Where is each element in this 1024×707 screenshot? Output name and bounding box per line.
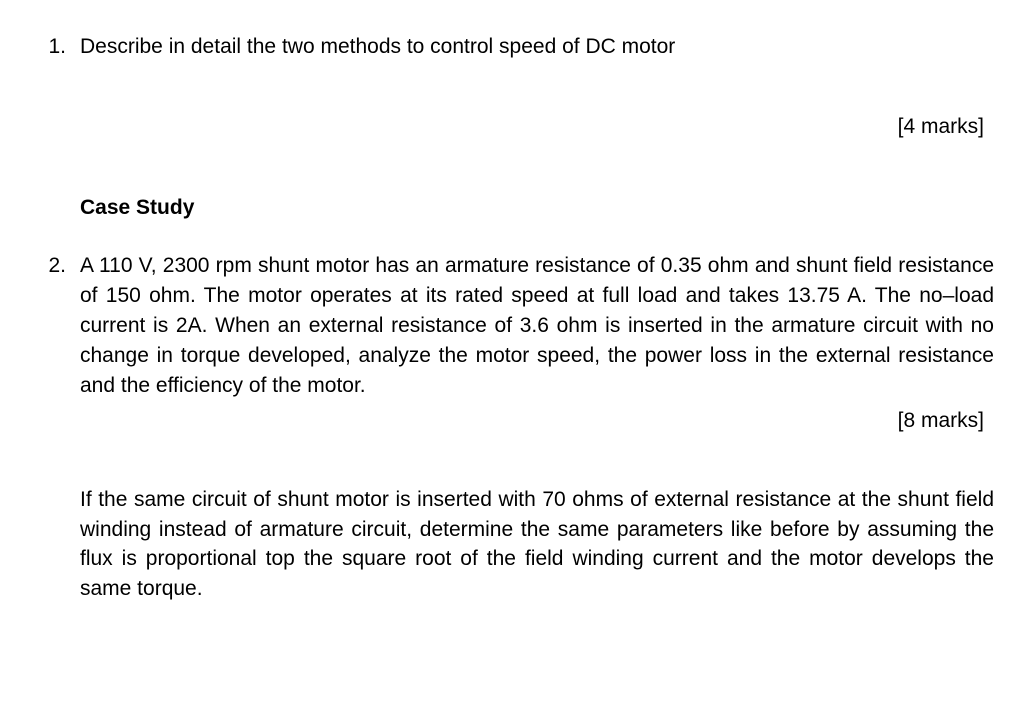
question-number: 1. <box>30 32 80 62</box>
marks-label: [4 marks] <box>30 112 994 142</box>
question-text: Describe in detail the two methods to co… <box>80 32 994 62</box>
question-2: 2. A 110 V, 2300 rpm shunt motor has an … <box>30 251 994 400</box>
question-number: 2. <box>30 251 80 400</box>
question-list: 1. Describe in detail the two methods to… <box>30 32 994 62</box>
question-1: 1. Describe in detail the two methods to… <box>30 32 994 62</box>
case-study-heading: Case Study <box>30 193 994 223</box>
marks-label: [8 marks] <box>30 406 994 436</box>
document-page: 1. Describe in detail the two methods to… <box>0 0 1024 707</box>
question-list-2: 2. A 110 V, 2300 rpm shunt motor has an … <box>30 251 994 400</box>
followup-text: If the same circuit of shunt motor is in… <box>30 485 994 604</box>
question-text: A 110 V, 2300 rpm shunt motor has an arm… <box>80 251 994 400</box>
